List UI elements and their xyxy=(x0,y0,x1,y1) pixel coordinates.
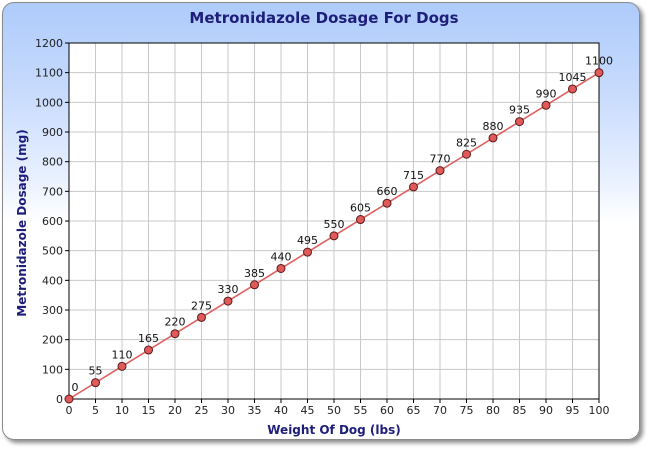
data-point xyxy=(197,312,206,322)
data-point xyxy=(276,263,286,273)
data-label: 770 xyxy=(430,153,451,166)
data-label: 495 xyxy=(297,234,318,247)
data-point xyxy=(462,149,471,159)
x-tick-label: 5 xyxy=(92,404,99,417)
y-tick-label: 300 xyxy=(42,304,63,317)
data-point xyxy=(356,215,365,225)
y-tick-label: 500 xyxy=(42,245,63,258)
y-axis-title: Metronidazole Dosage (mg) xyxy=(15,129,29,316)
y-tick-label: 1200 xyxy=(35,37,63,50)
data-point xyxy=(382,198,392,208)
data-label: 935 xyxy=(509,104,530,117)
x-tick-label: 70 xyxy=(433,404,447,417)
data-label: 275 xyxy=(191,299,212,312)
y-tick-label: 700 xyxy=(42,185,63,198)
x-tick-label: 60 xyxy=(380,404,394,417)
y-tick-label: 200 xyxy=(42,334,63,347)
data-label: 110 xyxy=(112,348,133,361)
y-tick-label: 0 xyxy=(56,393,63,406)
data-label: 825 xyxy=(456,136,477,149)
data-label: 1100 xyxy=(585,55,613,68)
data-point xyxy=(64,394,74,404)
x-tick-label: 80 xyxy=(486,404,500,417)
data-label: 550 xyxy=(324,218,345,231)
x-tick-label: 100 xyxy=(589,404,610,417)
x-tick-label: 10 xyxy=(115,404,129,417)
chart-frame: Metronidazole Dosage For Dogs Weight Of … xyxy=(2,2,640,440)
chart-title: Metronidazole Dosage For Dogs xyxy=(189,9,458,27)
data-point xyxy=(303,247,312,257)
y-tick-label: 900 xyxy=(42,126,63,139)
data-point xyxy=(515,117,524,127)
x-tick-label: 15 xyxy=(142,404,156,417)
y-tick-label: 1000 xyxy=(35,96,63,109)
data-label: 385 xyxy=(244,267,265,280)
x-tick-label: 25 xyxy=(195,404,209,417)
data-label: 220 xyxy=(165,316,186,329)
y-tick-label: 1100 xyxy=(35,67,63,80)
data-label: 55 xyxy=(89,365,103,378)
x-tick-label: 40 xyxy=(274,404,288,417)
y-tick-label: 400 xyxy=(42,274,63,287)
data-point xyxy=(250,280,259,290)
data-label: 990 xyxy=(536,87,557,100)
data-point xyxy=(541,100,551,110)
data-point xyxy=(435,166,445,176)
chart: Metronidazole Dosage For Dogs Weight Of … xyxy=(15,9,613,437)
data-point xyxy=(488,133,498,143)
y-tick-label: 100 xyxy=(42,363,63,376)
x-tick-label: 75 xyxy=(460,404,474,417)
data-point xyxy=(170,329,180,339)
data-label: 660 xyxy=(377,185,398,198)
data-label: 605 xyxy=(350,202,371,215)
data-label: 0 xyxy=(72,381,79,394)
x-tick-label: 95 xyxy=(566,404,580,417)
x-tick-label: 90 xyxy=(539,404,553,417)
x-tick-label: 35 xyxy=(248,404,262,417)
data-point xyxy=(91,378,100,388)
data-point xyxy=(144,345,153,355)
data-label: 880 xyxy=(483,120,504,133)
data-point xyxy=(117,361,127,371)
x-tick-label: 55 xyxy=(354,404,368,417)
x-tick-label: 45 xyxy=(301,404,315,417)
x-axis-title: Weight Of Dog (lbs) xyxy=(267,423,401,437)
data-point xyxy=(409,182,418,192)
x-tick-label: 0 xyxy=(66,404,73,417)
data-label: 715 xyxy=(403,169,424,182)
data-point xyxy=(329,231,339,241)
data-point xyxy=(568,84,577,94)
x-tick-label: 65 xyxy=(407,404,421,417)
x-tick-label: 30 xyxy=(221,404,235,417)
data-label: 165 xyxy=(138,332,159,345)
y-tick-label: 800 xyxy=(42,156,63,169)
y-tick-label: 600 xyxy=(42,215,63,228)
data-point xyxy=(223,296,233,306)
data-label: 440 xyxy=(271,250,292,263)
data-point xyxy=(594,68,604,78)
x-tick-label: 50 xyxy=(327,404,341,417)
x-tick-label: 20 xyxy=(168,404,182,417)
x-tick-label: 85 xyxy=(513,404,527,417)
data-label: 1045 xyxy=(559,71,587,84)
data-label: 330 xyxy=(218,283,239,296)
